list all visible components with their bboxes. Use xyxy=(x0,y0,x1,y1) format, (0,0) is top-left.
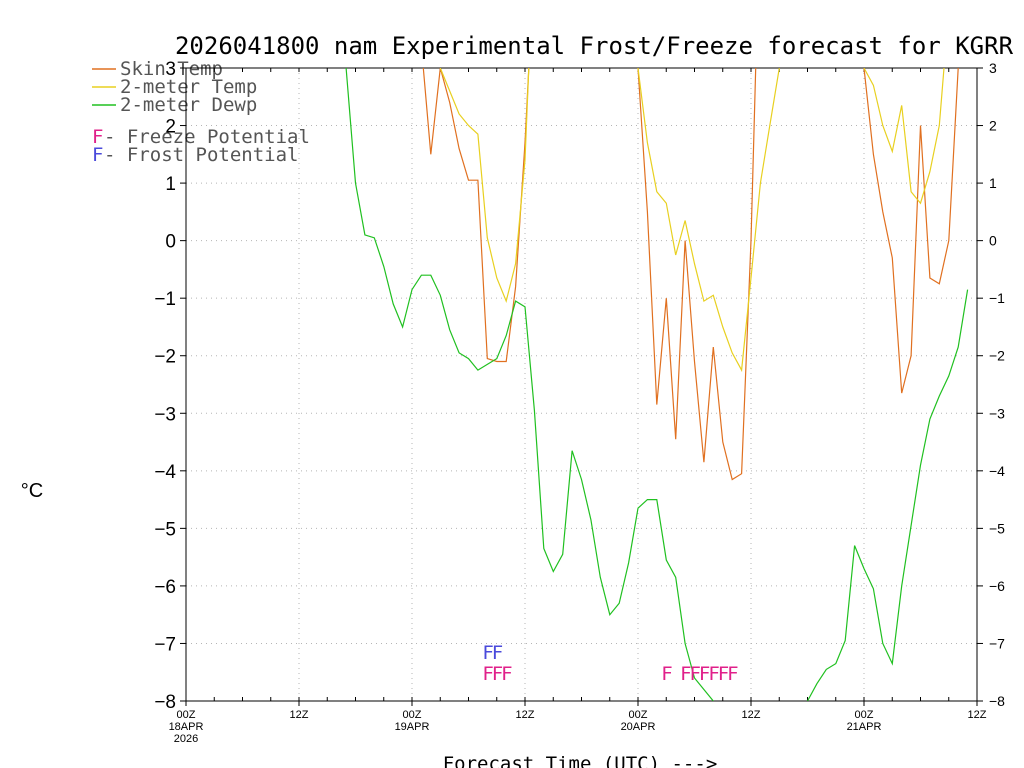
x-tick-label: 20APR xyxy=(621,721,656,733)
2-meter-temp-line xyxy=(637,68,780,373)
freeze-marker: F xyxy=(690,663,701,685)
x-tick-label: 12Z xyxy=(968,709,987,721)
freeze-marker: F xyxy=(718,663,729,685)
legend-label: 2-meter Temp xyxy=(120,76,257,98)
y-tick-label: −2 xyxy=(154,347,176,368)
x-axis-label: Forecast Time (UTC) ---> xyxy=(443,753,718,768)
freeze-marker: F xyxy=(727,663,738,685)
y-tick-label: −8 xyxy=(154,692,176,713)
y-tick-label-right: 1 xyxy=(989,175,997,191)
freeze-marker: F xyxy=(680,663,691,685)
y-axis-unit: °C xyxy=(21,480,43,502)
freeze-marker: F xyxy=(708,663,719,685)
x-tick-label: 12Z xyxy=(516,709,535,721)
y-tick-label-right: −8 xyxy=(989,693,1005,709)
legend-label: Skin Temp xyxy=(120,58,223,80)
y-tick-label-right: −2 xyxy=(989,348,1005,364)
data-series xyxy=(345,68,969,701)
y-tick-label-right: −5 xyxy=(989,520,1005,536)
potential-legend-label: - Freeze Potential xyxy=(104,126,310,148)
y-tick-label: 2 xyxy=(165,117,176,138)
y-tick-label: −6 xyxy=(154,577,176,598)
y-tick-label-right: −7 xyxy=(989,635,1005,651)
x-tick-label: 19APR xyxy=(395,721,430,733)
chart-title: 2026041800 nam Experimental Frost/Freeze… xyxy=(175,32,1014,60)
x-tick-label: 00Z xyxy=(855,709,874,721)
y-tick-label: 0 xyxy=(165,232,176,253)
y-tick-label-right: −6 xyxy=(989,578,1005,594)
y-tick-label-right: −4 xyxy=(989,463,1005,479)
freeze-marker: F xyxy=(501,663,512,685)
skin-temp-line xyxy=(422,68,530,363)
potential-legend-symbol: F xyxy=(92,144,103,166)
y-tick-label: −3 xyxy=(154,404,176,425)
x-tick-label: 00Z xyxy=(177,709,196,721)
potential-legend-symbol: F xyxy=(92,126,103,148)
plot-frame xyxy=(185,67,978,702)
x-tick-label: 18APR xyxy=(169,721,204,733)
y-tick-label: −5 xyxy=(154,519,176,540)
legend-label: 2-meter Dewp xyxy=(120,94,257,116)
x-tick-label: 12Z xyxy=(742,709,761,721)
x-tick-label: 00Z xyxy=(403,709,422,721)
potential-legend-label: - Frost Potential xyxy=(104,144,298,166)
y-tick-label-right: −3 xyxy=(989,405,1005,421)
2-meter-dewp-line xyxy=(806,289,969,701)
y-tick-label: 3 xyxy=(165,59,176,80)
y-tick-label-right: 2 xyxy=(989,118,997,134)
y-tick-label: 1 xyxy=(165,174,176,195)
skin-temp-line xyxy=(637,68,757,481)
skin-temp-line xyxy=(863,68,959,394)
x-tick-label: 2026 xyxy=(174,733,198,745)
y-tick-label-right: 3 xyxy=(989,60,997,76)
y-tick-label: −7 xyxy=(154,634,176,655)
freeze-marker: F xyxy=(482,663,493,685)
axes: 3 3 2 2 1 1 0 0 −1 −1 −2 −2 −3 −3 −4 −4 −5 −5 −6 −6 −7 −7 −8 −8… xyxy=(154,59,1005,745)
grid-lines xyxy=(186,68,977,701)
2-meter-dewp-line xyxy=(345,68,714,701)
freeze-marker: F xyxy=(699,663,710,685)
y-tick-label: −1 xyxy=(154,289,176,310)
2-meter-temp-line xyxy=(863,68,945,205)
frost-marker: F xyxy=(492,642,503,664)
freeze-marker: F xyxy=(492,663,503,685)
freeze-marker: F xyxy=(661,663,672,685)
frost-marker: F xyxy=(482,642,493,664)
y-tick-label-right: −1 xyxy=(989,290,1005,306)
y-tick-label-right: 0 xyxy=(989,233,997,249)
y-tick-label: −4 xyxy=(154,462,176,483)
x-tick-label: 00Z xyxy=(629,709,648,721)
2-meter-temp-line xyxy=(439,68,530,304)
x-tick-label: 21APR xyxy=(847,721,882,733)
x-tick-label: 12Z xyxy=(290,709,309,721)
